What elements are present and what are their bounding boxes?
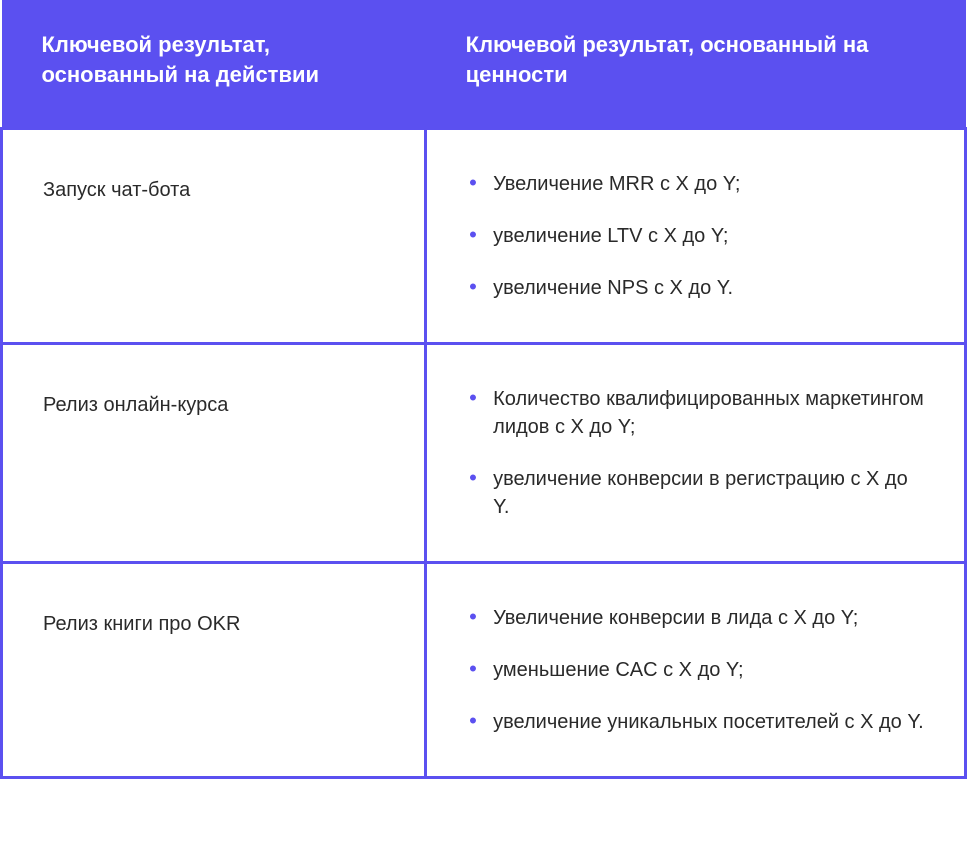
value-cell: Увеличение MRR с X до Y; увеличение LTV … [426,129,966,344]
value-item: Увеличение конверсии в лида с X до Y; [489,604,924,632]
header-action: Ключевой результат, основанный на действ… [2,0,426,129]
value-list: Увеличение конверсии в лида с X до Y; ум… [467,604,924,736]
action-cell: Запуск чат-бота [2,129,426,344]
okr-comparison-table: Ключевой результат, основанный на действ… [0,0,967,779]
value-item: уменьшение CAC с X до Y; [489,656,924,684]
value-item: Количество квалифицированных маркетингом… [489,385,924,441]
value-cell: Увеличение конверсии в лида с X до Y; ум… [426,563,966,778]
value-item: увеличение уникальных посетителей с X до… [489,708,924,736]
value-cell: Количество квалифицированных маркетингом… [426,344,966,563]
value-item: увеличение LTV с X до Y; [489,222,924,250]
value-item: увеличение конверсии в регистрацию с X д… [489,465,924,521]
action-cell: Релиз книги про OKR [2,563,426,778]
header-row: Ключевой результат, основанный на действ… [2,0,966,129]
value-item: увеличение NPS с X до Y. [489,274,924,302]
table-row: Релиз книги про OKR Увеличение конверсии… [2,563,966,778]
action-cell: Релиз онлайн-курса [2,344,426,563]
header-value: Ключевой результат, основанный на ценнос… [426,0,966,129]
value-item: Увеличение MRR с X до Y; [489,170,924,198]
table-row: Релиз онлайн-курса Количество квалифицир… [2,344,966,563]
table-row: Запуск чат-бота Увеличение MRR с X до Y;… [2,129,966,344]
value-list: Увеличение MRR с X до Y; увеличение LTV … [467,170,924,302]
value-list: Количество квалифицированных маркетингом… [467,385,924,521]
